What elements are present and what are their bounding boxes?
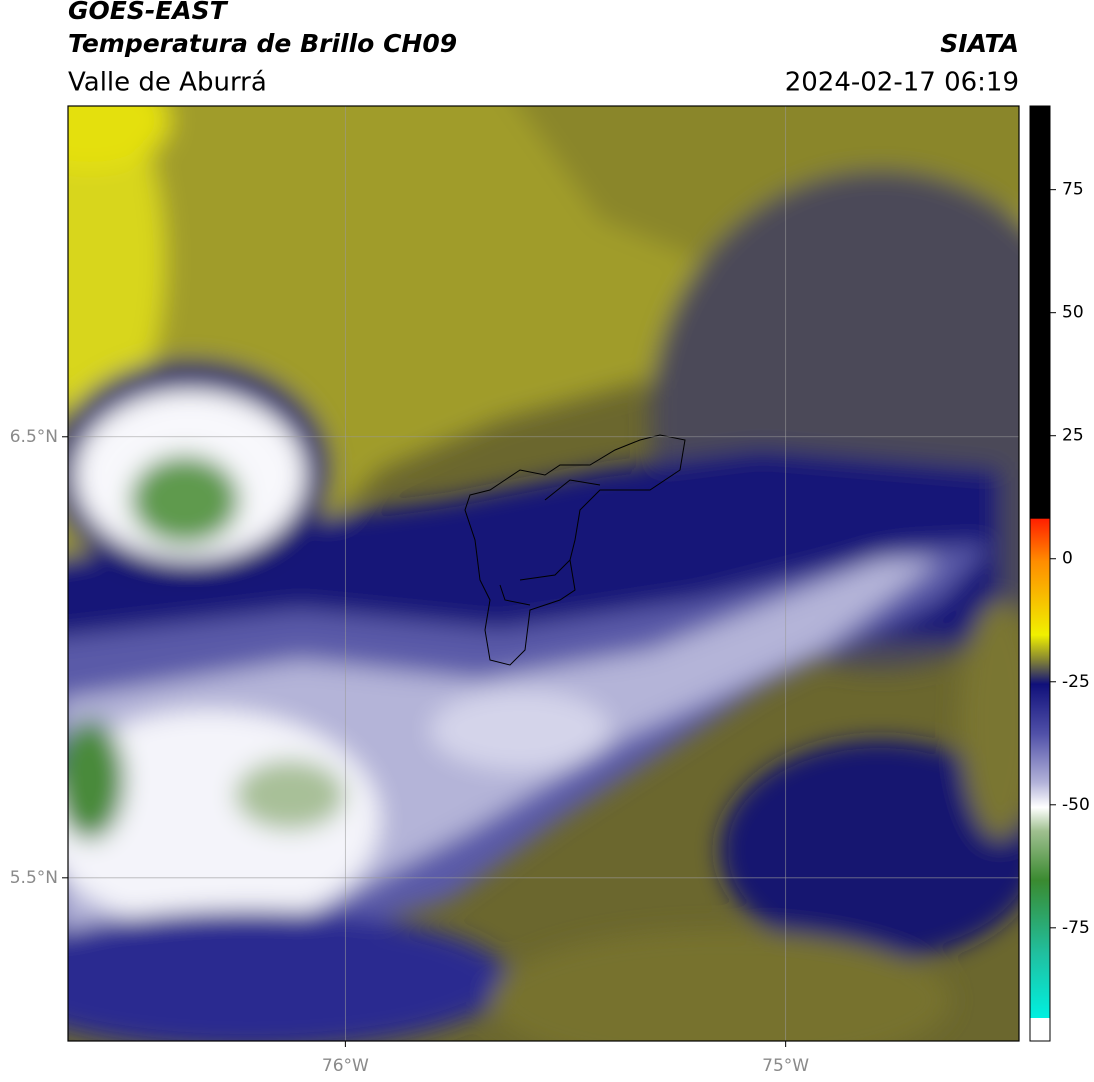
lon-tick-label: 75°W (762, 1056, 809, 1076)
map-frame (67, 105, 1020, 1042)
graticule (68, 106, 1019, 1041)
colorbar-tick-label: -25 (1062, 672, 1090, 692)
colorbar-frame (1029, 105, 1051, 1042)
colorbar-tick-label: -75 (1062, 918, 1090, 938)
colorbar-tick-label: 25 (1062, 426, 1084, 446)
region: Valle de Aburrá (68, 68, 267, 98)
lat-tick-label: 5.5°N (10, 868, 58, 888)
title: GOES-EAST (68, 0, 229, 25)
valley-outline (464, 434, 686, 666)
subtitle: Temperatura de Brillo CH09 (68, 29, 457, 58)
colorbar-tick-label: 0 (1062, 549, 1073, 569)
colorbar-tick-label: 50 (1062, 303, 1084, 323)
lon-tick-label: 76°W (322, 1056, 369, 1076)
colorbar-extension (1030, 1018, 1050, 1041)
colorbar-tick-label: 75 (1062, 180, 1084, 200)
satellite-image (68, 106, 1019, 1041)
source: SIATA (940, 29, 1019, 58)
datetime: 2024-02-17 06:19 (785, 68, 1019, 98)
colorbar-tick-label: -50 (1062, 795, 1090, 815)
lat-tick-label: 6.5°N (10, 427, 58, 447)
colorbar (1030, 106, 1050, 1018)
